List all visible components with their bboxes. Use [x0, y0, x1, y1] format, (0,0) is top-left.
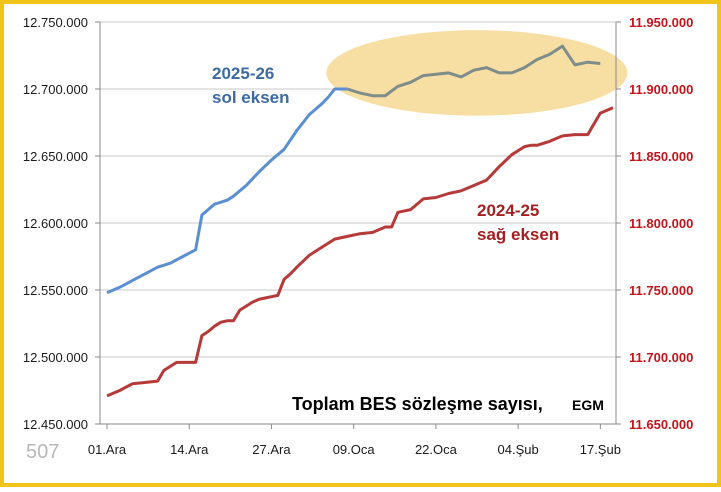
left-tick-label: 12.650.000	[23, 149, 88, 164]
x-tick-label: 17.Şub	[580, 442, 621, 457]
right-tick-label: 11.900.000	[629, 82, 693, 97]
chart-source: EGM	[572, 397, 604, 413]
x-tick-label: 14.Ara	[170, 442, 209, 457]
highlight-layer	[326, 30, 628, 116]
x-tick-label: 01.Ara	[88, 442, 127, 457]
x-axis-ticks: 01.Ara 14.Ara 27.Ara 09.Oca 22.Oca 04.Şub 17.Ş…	[88, 424, 621, 457]
series-label-2025-line1: 2025-26	[212, 64, 274, 83]
series-label-2025-line2: sol eksen	[212, 88, 290, 107]
x-tick-label: 09.Oca	[333, 442, 376, 457]
series-layer	[106, 44, 614, 398]
chart-title: Toplam BES sözleşme sayısı,	[292, 394, 543, 414]
left-tick-label: 12.500.000	[23, 350, 88, 365]
left-tick-label: 12.600.000	[23, 216, 88, 231]
series-line-2025-26-highlighted	[346, 44, 601, 98]
right-axis-ticks: 11.650.000 11.700.000 11.750.000 11.800.000…	[616, 15, 693, 432]
watermark-number: 507	[26, 441, 59, 463]
right-tick-label: 11.650.000	[629, 417, 693, 432]
left-tick-label: 12.750.000	[23, 15, 88, 30]
highlight-ellipse	[326, 30, 628, 116]
right-tick-label: 11.850.000	[629, 149, 693, 164]
right-tick-label: 11.700.000	[629, 350, 693, 365]
series-label-2024-line1: 2024-25	[477, 201, 539, 220]
x-tick-label: 04.Şub	[498, 442, 539, 457]
left-axis-ticks: 12.450.000 12.500.000 12.550.000 12.600.000…	[23, 15, 100, 432]
left-tick-label: 12.550.000	[23, 283, 88, 298]
right-tick-label: 11.950.000	[629, 15, 693, 30]
left-tick-label: 12.700.000	[23, 82, 88, 97]
series-line-2024-25	[106, 106, 614, 398]
right-tick-label: 11.800.000	[629, 216, 693, 231]
series-line-2025-26	[106, 87, 348, 295]
right-tick-label: 11.750.000	[629, 283, 693, 298]
x-tick-label: 22.Oca	[415, 442, 458, 457]
series-label-2024-line2: sağ eksen	[477, 225, 559, 244]
left-tick-label: 12.450.000	[23, 417, 88, 432]
x-tick-label: 27.Ara	[252, 442, 291, 457]
